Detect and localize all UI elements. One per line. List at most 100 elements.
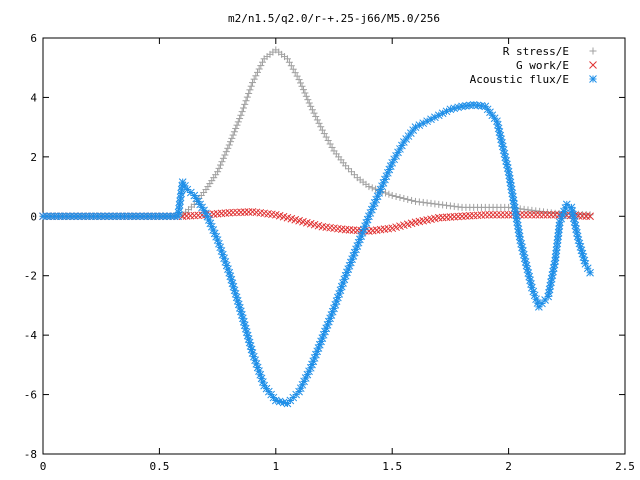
data-point-fill [212, 171, 220, 179]
data-point-fill [206, 180, 214, 188]
data-point-fill [462, 212, 470, 220]
data-point-fill [551, 253, 560, 262]
data-point-fill [385, 190, 393, 198]
data-point-fill [553, 235, 562, 244]
y-tick-label: 2 [30, 151, 37, 164]
data-point-fill [159, 212, 167, 221]
data-point-fill [299, 86, 307, 94]
data-point-fill [349, 226, 358, 235]
data-point-fill [128, 212, 137, 221]
x-tick-label: 2.5 [615, 460, 635, 473]
data-point [214, 168, 222, 176]
data-point-fill [347, 168, 355, 176]
data-point-fill [234, 118, 242, 126]
data-point-fill [320, 130, 328, 138]
data-point-fill [450, 212, 459, 221]
x-tick-label: 1 [272, 460, 279, 473]
data-point-fill [46, 212, 55, 221]
data-point-fill [186, 211, 195, 220]
data-point-fill [227, 138, 235, 146]
data-point-fill [124, 212, 133, 221]
data-point-fill [454, 212, 463, 221]
data-point-fill [166, 212, 175, 221]
data-point-fill [438, 213, 447, 222]
data-point-fill [246, 86, 254, 94]
data-point-fill [252, 72, 260, 80]
data-point-fill [473, 211, 482, 220]
data-point-fill [147, 212, 156, 221]
data-point-fill [238, 108, 246, 116]
data-point-fill [194, 211, 203, 220]
data-point [458, 212, 466, 221]
data-point-fill [315, 119, 323, 127]
data-point-fill [469, 211, 478, 220]
data-point-fill [233, 121, 241, 129]
data-point [307, 102, 315, 110]
data-point-fill [493, 210, 501, 219]
data-point-fill [182, 212, 191, 220]
data-point-fill [554, 232, 562, 241]
data-point-fill [382, 189, 390, 197]
data-point [562, 200, 571, 209]
data-point [365, 183, 373, 191]
data-point-fill [120, 212, 129, 221]
data-point [586, 268, 594, 277]
legend-label: G work/E [516, 59, 569, 72]
data-point-fill [190, 211, 199, 220]
data-point-fill [218, 158, 226, 166]
legend-marker [589, 47, 597, 55]
data-point-fill [289, 65, 297, 73]
data-point-fill [224, 144, 232, 152]
y-tick-label: 0 [30, 210, 37, 223]
data-point-fill [215, 164, 223, 172]
data-point-fill [555, 225, 563, 234]
data-point-fill [258, 58, 266, 66]
data-point-fill [334, 293, 342, 302]
data-point-fill [239, 104, 247, 112]
data-point-fill [81, 212, 90, 221]
data-point-fill [74, 212, 82, 221]
data-point-fill [50, 212, 59, 221]
data-point-fill [324, 137, 332, 145]
data-point-fill [438, 109, 447, 118]
data-point-fill [535, 210, 544, 219]
data-point-fill [293, 72, 301, 80]
data-point-fill [310, 109, 318, 117]
series-1 [39, 207, 594, 235]
data-point-fill [392, 192, 400, 200]
data-point-fill [301, 89, 309, 97]
data-point [551, 257, 560, 265]
data-point-fill [400, 194, 408, 202]
data-point-fill [221, 151, 229, 159]
data-point-fill [552, 246, 561, 255]
data-point-fill [255, 65, 263, 73]
data-point-fill [219, 154, 227, 162]
data-point-fill [345, 226, 354, 234]
data-point-fill [345, 165, 353, 173]
data-point-fill [442, 213, 451, 222]
data-point-fill [243, 93, 251, 101]
data-point-fill [291, 69, 299, 77]
data-point-fill [204, 183, 212, 191]
y-tick-label: -2 [24, 270, 37, 283]
data-point-fill [228, 134, 236, 142]
data-point-fill [520, 210, 528, 219]
data-point-fill [552, 242, 561, 251]
data-point [388, 191, 396, 199]
data-point-fill [500, 210, 509, 219]
x-tick-label: 0 [40, 460, 47, 473]
data-point-fill [308, 106, 316, 114]
data-point-fill [408, 196, 416, 204]
data-point-fill [465, 211, 474, 220]
data-point-fill [446, 213, 455, 221]
data-point-fill [242, 97, 250, 105]
data-point-fill [547, 210, 556, 219]
legend-marker [589, 75, 597, 83]
data-point-fill [552, 249, 560, 258]
data-point-fill [162, 212, 171, 221]
data-point-fill [524, 210, 532, 219]
data-point-fill [496, 210, 505, 219]
legend-label: Acoustic flux/E [470, 73, 569, 86]
data-point [237, 111, 245, 119]
data-point-fill [208, 177, 216, 185]
